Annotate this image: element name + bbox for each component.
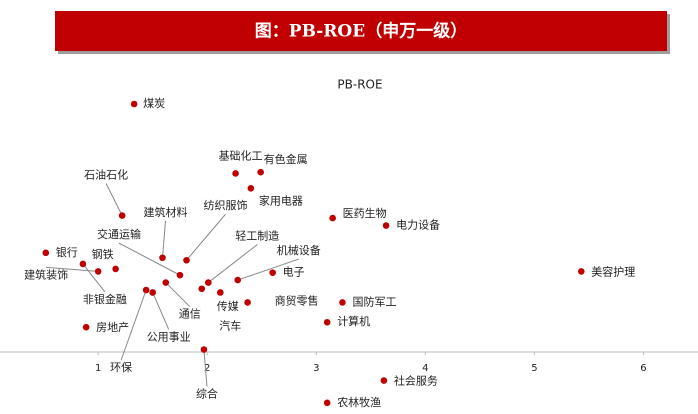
point-label: 煤炭 (143, 97, 165, 110)
point-label: 传媒 (217, 300, 239, 313)
point-label: 钢铁 (92, 248, 114, 261)
point (142, 286, 150, 294)
leader-line (118, 242, 181, 276)
point-label: 交通运输 (97, 227, 141, 241)
leader-line (152, 292, 170, 330)
point (329, 214, 336, 222)
header-title: 图：PB-ROE（申万一级） (255, 21, 467, 42)
point-label: 石油石化 (84, 168, 128, 182)
point (112, 265, 119, 273)
point-label: 计算机 (337, 314, 370, 328)
point-label: 社会服务 (394, 374, 438, 388)
point (257, 168, 264, 176)
leader-line (186, 213, 226, 261)
point-label: 银行 (56, 245, 78, 259)
point (198, 285, 206, 293)
point-label: 通信 (179, 308, 201, 321)
point (162, 279, 170, 286)
point (578, 268, 585, 275)
point-label: 公用事业 (147, 330, 191, 343)
leader-line (165, 282, 191, 307)
x-tick-label: 6 (640, 363, 646, 374)
point (380, 377, 388, 384)
point-label: 电力设备 (396, 218, 440, 232)
x-tick-label: 3 (313, 363, 319, 374)
point-label: 建筑装饰 (24, 267, 68, 281)
point (269, 269, 276, 276)
point (118, 212, 126, 219)
point-label: 房地产 (96, 320, 129, 334)
point (382, 222, 390, 229)
point-label: 非银金融 (83, 292, 127, 306)
point (200, 346, 208, 353)
point-label: 家用电器 (259, 193, 303, 207)
point-label: 商贸零售 (275, 293, 319, 307)
point (42, 249, 50, 257)
leader-line (208, 244, 258, 283)
x-tick-label: 4 (422, 363, 428, 374)
point (323, 318, 331, 326)
point (149, 289, 156, 296)
point-label: 纺织服饰 (203, 198, 247, 212)
point (94, 268, 102, 275)
point (244, 299, 251, 306)
point-label: 汽车 (219, 318, 241, 332)
point (176, 271, 184, 279)
x-tick-label: 1 (95, 363, 101, 374)
point-label: 农林牧渔 (337, 395, 381, 409)
point-label: 电子 (283, 266, 305, 279)
leader-line (237, 258, 299, 281)
header-bar (55, 11, 667, 51)
point-label: 医药生物 (343, 206, 387, 220)
point (159, 254, 166, 262)
point-label: 综合 (196, 387, 218, 401)
point (183, 256, 190, 264)
point (247, 185, 255, 192)
point (323, 399, 331, 407)
leader-line (82, 263, 106, 293)
x-tick-label: 2 (204, 363, 210, 374)
leader-line (203, 349, 208, 387)
point-label: 国防军工 (352, 294, 396, 308)
leader-line (120, 289, 147, 361)
x-tick-label: 5 (531, 363, 537, 374)
leader-line (162, 220, 167, 258)
point-label: 环保 (110, 360, 132, 374)
point-label: 建筑材料 (144, 205, 188, 219)
point-label: 有色金属 (264, 152, 308, 166)
point-label: 机械设备 (277, 243, 321, 257)
point-label: 基础化工 (219, 148, 263, 162)
point (234, 276, 242, 284)
point (82, 323, 90, 331)
leader-line (46, 266, 99, 272)
point (339, 299, 346, 306)
point-label: 轻工制造 (235, 229, 279, 243)
point (79, 260, 87, 268)
point (130, 100, 138, 108)
point (205, 279, 212, 286)
point-label: 美容护理 (591, 264, 635, 278)
chart-title: PB-ROE (337, 78, 382, 92)
point (217, 289, 224, 296)
point (232, 170, 239, 177)
leader-line (105, 183, 123, 216)
